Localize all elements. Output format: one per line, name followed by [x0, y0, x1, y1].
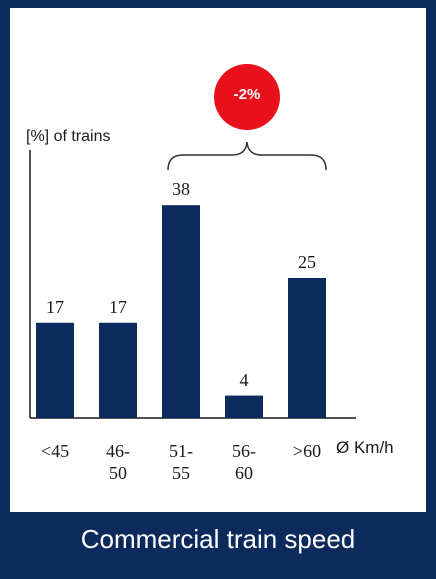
x-tick-label: 46- 50 — [106, 441, 130, 483]
data-label: 38 — [172, 179, 190, 200]
data-label: 17 — [109, 296, 127, 317]
bar — [99, 322, 137, 418]
annotation-circle — [214, 64, 280, 130]
bar — [288, 278, 326, 418]
data-label: 25 — [298, 252, 316, 272]
data-label: 4 — [239, 369, 249, 390]
x-tick-label: >60 — [292, 441, 322, 461]
brace — [167, 141, 327, 171]
annotation: -2% — [233, 86, 261, 103]
x-tick-label: 51- 55 — [169, 441, 193, 483]
x-tick-label: <45 — [40, 441, 70, 461]
bar — [225, 395, 263, 418]
y-axis-label: [%] of trains — [26, 128, 111, 145]
x-tick-label: 56- 60 — [232, 441, 256, 483]
x-axis-label: Ø Km/h — [336, 438, 394, 457]
bar — [162, 205, 200, 418]
data-label: 17 — [46, 296, 64, 317]
bar — [36, 322, 74, 418]
chart-title: Commercial train speed — [80, 524, 356, 554]
